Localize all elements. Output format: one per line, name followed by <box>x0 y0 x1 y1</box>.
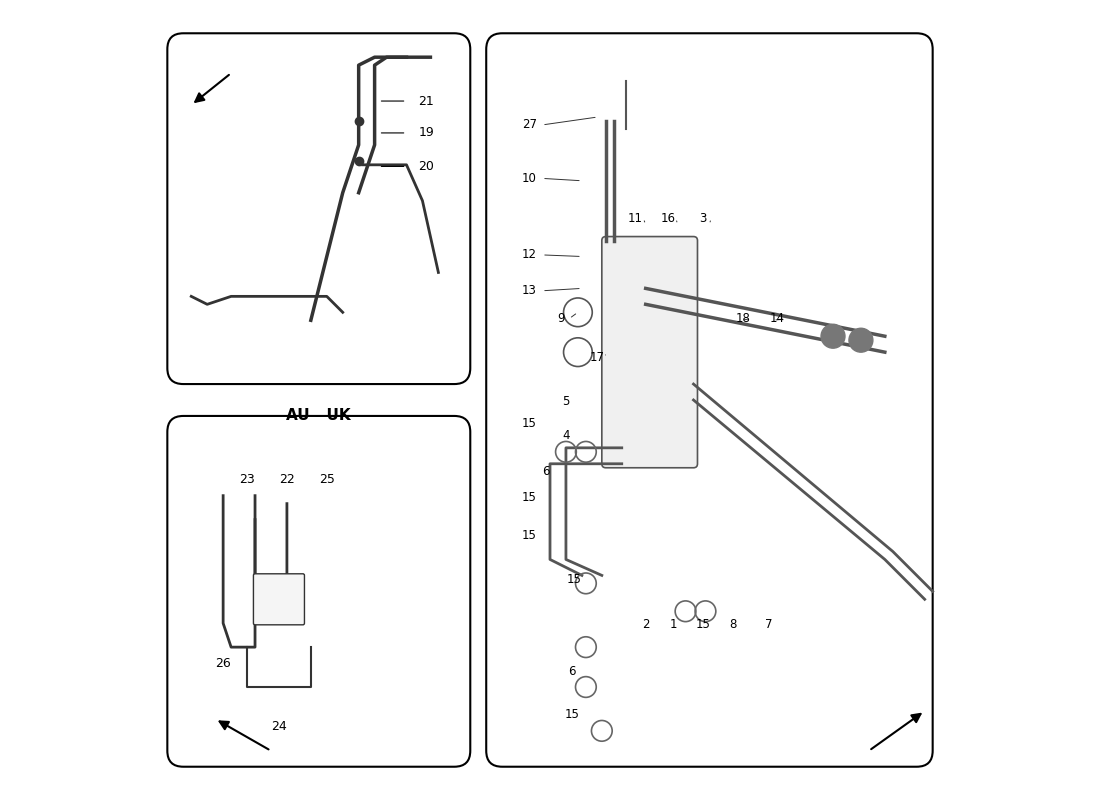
Text: 3: 3 <box>700 212 707 225</box>
Text: 11: 11 <box>628 212 642 225</box>
Text: 6: 6 <box>569 665 576 678</box>
Text: 15: 15 <box>521 529 537 542</box>
Text: eurospares: eurospares <box>639 270 780 290</box>
Text: 27: 27 <box>521 118 537 131</box>
Text: 5: 5 <box>562 395 570 408</box>
Text: 8: 8 <box>729 618 737 631</box>
Text: 16: 16 <box>660 212 675 225</box>
Text: 1: 1 <box>670 618 678 631</box>
Text: 25: 25 <box>319 474 334 486</box>
Text: 12: 12 <box>521 249 537 262</box>
Text: AU - UK: AU - UK <box>286 408 351 423</box>
Text: eurospares: eurospares <box>639 550 780 570</box>
Text: 26: 26 <box>216 657 231 670</box>
Text: 15: 15 <box>566 573 582 586</box>
FancyBboxPatch shape <box>167 34 471 384</box>
Text: 2: 2 <box>642 618 649 631</box>
Circle shape <box>849 328 873 352</box>
FancyBboxPatch shape <box>253 574 305 625</box>
Text: 23: 23 <box>239 474 255 486</box>
Text: 22: 22 <box>279 474 295 486</box>
Text: 15: 15 <box>521 418 537 430</box>
Text: 7: 7 <box>766 618 773 631</box>
Text: 15: 15 <box>565 709 580 722</box>
Text: 14: 14 <box>770 312 784 325</box>
FancyBboxPatch shape <box>486 34 933 766</box>
Text: 10: 10 <box>521 172 537 185</box>
Text: 9: 9 <box>558 312 565 325</box>
Text: 15: 15 <box>695 618 711 631</box>
Text: 20: 20 <box>418 160 434 173</box>
Circle shape <box>821 324 845 348</box>
Text: eurospares: eurospares <box>233 590 356 609</box>
Text: 24: 24 <box>271 720 287 734</box>
Text: 13: 13 <box>521 284 537 298</box>
Text: eurospares: eurospares <box>233 215 356 234</box>
Text: 17: 17 <box>590 351 605 364</box>
Text: 21: 21 <box>418 94 434 107</box>
Text: 15: 15 <box>521 490 537 504</box>
Text: 6: 6 <box>542 466 550 478</box>
Text: 4: 4 <box>562 430 570 442</box>
FancyBboxPatch shape <box>167 416 471 766</box>
Text: 18: 18 <box>736 312 750 325</box>
FancyBboxPatch shape <box>602 237 697 468</box>
Text: 19: 19 <box>418 126 434 139</box>
